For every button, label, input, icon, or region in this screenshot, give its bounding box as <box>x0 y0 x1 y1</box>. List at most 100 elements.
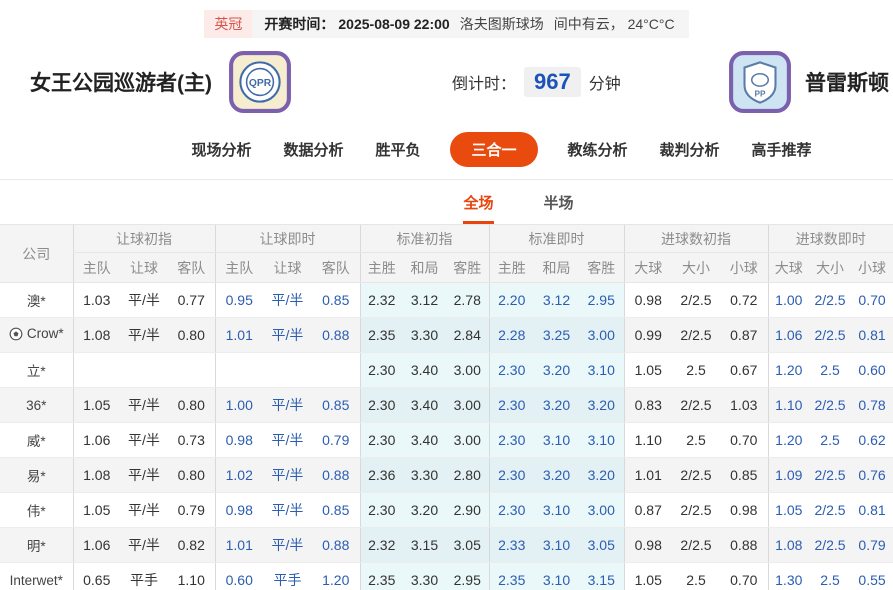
odds-cell[interactable]: 1.10 <box>767 387 810 423</box>
league-badge[interactable]: 英冠 <box>204 10 253 38</box>
company-cell[interactable]: 易* <box>0 457 73 493</box>
odds-cell[interactable]: 0.79 <box>851 527 893 563</box>
odds-cell[interactable]: 1.06 <box>767 317 810 353</box>
company-name[interactable]: 36* <box>26 397 47 413</box>
odds-cell[interactable]: 2.30 <box>488 387 534 423</box>
company-name[interactable]: 明* <box>26 539 46 554</box>
company-cell[interactable]: Crow* <box>0 317 73 353</box>
odds-cell[interactable]: 3.20 <box>534 387 579 423</box>
odds-cell[interactable]: 平手 <box>263 562 312 590</box>
nav-tab-win-draw-lose[interactable]: 胜平负 <box>375 142 421 159</box>
odds-cell[interactable]: 3.25 <box>534 317 579 353</box>
odds-cell[interactable]: 平/半 <box>263 492 312 528</box>
away-team-name[interactable]: 普雷斯顿 <box>805 72 889 95</box>
nav-tab-three-in-one[interactable]: 三合一 <box>450 132 538 167</box>
odds-cell[interactable] <box>263 352 312 388</box>
company-name[interactable]: 威* <box>26 434 46 449</box>
company-cell[interactable]: 36* <box>0 387 73 423</box>
company-cell[interactable]: 澳* <box>0 282 73 318</box>
odds-cell[interactable]: 3.15 <box>579 562 624 590</box>
odds-cell[interactable]: 3.20 <box>579 387 624 423</box>
odds-cell[interactable]: 0.85 <box>312 492 360 528</box>
odds-cell[interactable]: 0.85 <box>312 387 360 423</box>
odds-cell[interactable]: 0.98 <box>214 422 263 458</box>
odds-cell[interactable]: 1.20 <box>312 562 360 590</box>
odds-cell[interactable]: 3.00 <box>579 492 624 528</box>
nav-tab-coach-analysis[interactable]: 教练分析 <box>567 142 628 159</box>
odds-cell[interactable]: 3.20 <box>534 352 579 388</box>
odds-cell[interactable]: 2.30 <box>488 352 534 388</box>
odds-cell[interactable]: 2.33 <box>488 527 534 563</box>
odds-cell[interactable]: 平/半 <box>263 387 312 423</box>
subtab-half-match[interactable]: 半场 <box>543 195 574 212</box>
odds-cell[interactable]: 0.60 <box>214 562 263 590</box>
nav-tab-referee-analysis[interactable]: 裁判分析 <box>659 142 720 159</box>
odds-cell[interactable]: 1.08 <box>767 527 810 563</box>
away-team[interactable]: PP 普雷斯顿 <box>728 50 889 114</box>
odds-cell[interactable]: 1.30 <box>767 562 810 590</box>
company-name[interactable]: 易* <box>26 469 46 484</box>
odds-cell[interactable]: 1.02 <box>214 457 263 493</box>
company-cell[interactable]: 伟* <box>0 492 73 528</box>
odds-cell[interactable]: 1.00 <box>214 387 263 423</box>
odds-cell[interactable]: 0.78 <box>851 387 893 423</box>
odds-cell[interactable]: 0.88 <box>312 317 360 353</box>
odds-cell[interactable]: 0.88 <box>312 457 360 493</box>
odds-cell[interactable]: 2/2.5 <box>809 317 852 353</box>
odds-cell[interactable]: 0.76 <box>851 457 893 493</box>
odds-cell[interactable]: 3.10 <box>534 492 579 528</box>
company-name[interactable]: Crow* <box>26 326 64 342</box>
odds-cell[interactable]: 3.00 <box>579 317 624 353</box>
odds-cell[interactable]: 0.81 <box>851 317 893 353</box>
odds-cell[interactable]: 3.20 <box>579 457 624 493</box>
odds-cell[interactable]: 平/半 <box>263 527 312 563</box>
odds-cell[interactable]: 平/半 <box>263 282 312 318</box>
odds-cell[interactable]: 平/半 <box>263 457 312 493</box>
odds-cell[interactable]: 2/2.5 <box>809 527 852 563</box>
odds-cell[interactable]: 2.5 <box>809 422 852 458</box>
company-cell[interactable]: 立* <box>0 352 73 388</box>
odds-cell[interactable]: 0.95 <box>214 282 263 318</box>
odds-cell[interactable]: 平/半 <box>263 317 312 353</box>
company-name[interactable]: Interwet* <box>9 572 63 588</box>
odds-cell[interactable]: 1.09 <box>767 457 810 493</box>
away-team-logo-icon[interactable]: PP <box>728 50 792 114</box>
odds-cell[interactable]: 平/半 <box>263 422 312 458</box>
odds-cell[interactable]: 2.20 <box>488 282 534 318</box>
odds-cell[interactable]: 0.85 <box>312 282 360 318</box>
odds-cell[interactable]: 3.10 <box>579 352 624 388</box>
odds-cell[interactable]: 2/2.5 <box>809 282 852 318</box>
subtab-full-match[interactable]: 全场 <box>463 192 494 224</box>
odds-cell[interactable]: 3.20 <box>534 457 579 493</box>
odds-cell[interactable]: 0.70 <box>851 282 893 318</box>
company-cell[interactable]: 明* <box>0 527 73 563</box>
odds-cell[interactable]: 2.30 <box>488 457 534 493</box>
company-name[interactable]: 伟* <box>26 504 46 519</box>
odds-cell[interactable]: 2.5 <box>809 562 852 590</box>
company-cell[interactable]: Interwet* <box>0 562 73 590</box>
odds-cell[interactable]: 3.10 <box>534 562 579 590</box>
odds-cell[interactable]: 2.30 <box>488 422 534 458</box>
odds-cell[interactable] <box>214 352 263 388</box>
odds-cell[interactable]: 1.05 <box>767 492 810 528</box>
company-name[interactable]: 澳* <box>26 294 46 309</box>
odds-cell[interactable]: 0.81 <box>851 492 893 528</box>
company-name[interactable]: 立* <box>26 364 46 379</box>
odds-cell[interactable]: 3.12 <box>534 282 579 318</box>
odds-cell[interactable]: 0.60 <box>851 352 893 388</box>
odds-cell[interactable]: 1.20 <box>767 422 810 458</box>
odds-cell[interactable]: 0.79 <box>312 422 360 458</box>
odds-cell[interactable]: 2/2.5 <box>809 457 852 493</box>
odds-cell[interactable]: 3.10 <box>534 527 579 563</box>
odds-cell[interactable]: 2.28 <box>488 317 534 353</box>
odds-cell[interactable] <box>312 352 360 388</box>
odds-cell[interactable]: 2.5 <box>809 352 852 388</box>
odds-cell[interactable]: 0.98 <box>214 492 263 528</box>
nav-tab-expert-picks[interactable]: 高手推荐 <box>751 142 812 159</box>
odds-cell[interactable]: 2.30 <box>488 492 534 528</box>
odds-cell[interactable]: 3.10 <box>534 422 579 458</box>
odds-cell[interactable]: 1.20 <box>767 352 810 388</box>
odds-cell[interactable]: 2.35 <box>488 562 534 590</box>
odds-cell[interactable]: 1.01 <box>214 527 263 563</box>
home-team-logo-icon[interactable]: QPR <box>228 50 292 114</box>
